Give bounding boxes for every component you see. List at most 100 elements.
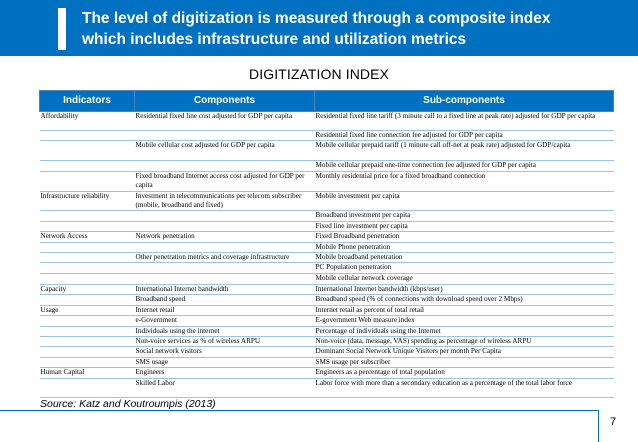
header-components: Components (134, 90, 315, 112)
indicator-cell (39, 140, 135, 162)
component-cell: Residential fixed line cost adjusted for… (134, 111, 315, 131)
component-cell: Individuals using the internet (134, 326, 315, 337)
table-row: Fixed line investment per capita (39, 221, 614, 233)
component-cell: Social network visitors (134, 346, 315, 358)
table-row: Mobile cellular network coverage (39, 273, 614, 285)
sub-component-cell: Mobile cellular network coverage (314, 273, 614, 285)
indicator-cell (39, 252, 135, 264)
sub-component-cell: International Internet bandwidth (kbps/u… (314, 284, 614, 296)
indicator-cell: Affordability (39, 111, 135, 131)
sub-component-cell: Non-voice (data, message, VAS) spending … (314, 336, 614, 348)
indicator-cell (39, 242, 135, 254)
indicator-cell (39, 357, 135, 369)
title-accent-bar (58, 8, 66, 50)
component-cell: SMS usage (134, 357, 315, 369)
table-row: Network Access Network penetration Fixed B… (39, 231, 614, 243)
table-row: e-Government E-government Web measure ind… (39, 315, 614, 327)
bottom-rule-vertical (598, 410, 599, 442)
indicator-cell (39, 336, 135, 348)
indicator-cell (39, 294, 135, 306)
component-cell: Mobile cellular cost adjusted for GDP pe… (134, 140, 315, 162)
sub-component-cell: Fixed line investment per capita (314, 221, 614, 233)
bottom-rule (0, 410, 598, 411)
page-number: 7 (610, 416, 617, 428)
sub-component-cell: SMS usage per subscriber (314, 357, 614, 369)
sub-component-cell: Mobile Phone penetration (314, 242, 614, 254)
sub-component-cell: Fixed Broadband penetration (314, 231, 614, 243)
sub-component-cell: PC Population penetration (314, 262, 614, 275)
component-cell (134, 130, 315, 142)
component-cell (134, 221, 315, 233)
index-heading: DIGITIZATION INDEX (249, 66, 389, 82)
title-bar: The level of digitization is measured th… (0, 0, 638, 56)
table-row: PC Population penetration (39, 262, 614, 275)
indicator-cell (39, 315, 135, 327)
table-row: Mobile cellular prepaid one-time connect… (39, 160, 614, 172)
sub-component-cell: Dominant Social Network Unique Visitors … (314, 346, 614, 358)
table-row: Capacity International Internet bandwidth… (39, 284, 614, 296)
indicator-cell (39, 262, 135, 275)
component-cell: Other penetration metrics and coverage i… (134, 252, 315, 264)
sub-component-cell: Mobile cellular prepaid one-time connect… (314, 160, 614, 172)
sub-component-cell: Monthly residential price for a fixed br… (314, 171, 614, 192)
indicator-cell: Network Access (39, 231, 135, 243)
sub-component-cell: Engineers as a percentage of total popul… (314, 367, 614, 379)
sub-component-cell: Residential fixed line connection fee ad… (314, 130, 614, 142)
component-cell: Engineers (134, 367, 315, 379)
component-cell: e-Government (134, 315, 315, 327)
table-row: SMS usage SMS usage per subscriber (39, 357, 614, 369)
component-cell: Network penetration (134, 231, 315, 243)
indicator-cell (39, 378, 135, 398)
table-row: Skilled Labor Labor force with more than … (39, 378, 614, 398)
table-body: Affordability Residential fixed line cost… (39, 111, 614, 398)
indicator-cell (39, 221, 135, 233)
component-cell: Non-voice services as % of wireless ARPU (134, 336, 315, 348)
component-cell (134, 160, 315, 172)
component-cell: Broadband speed (134, 294, 315, 306)
sub-component-cell: Residential fixed line tariff (3 minute … (314, 111, 614, 131)
indicator-cell: Infrastructure reliability (39, 191, 135, 212)
slide-title: The level of digitization is measured th… (82, 8, 622, 50)
component-cell: International Internet bandwidth (134, 284, 315, 296)
indicator-cell: Capacity (39, 284, 135, 296)
table-row: Residential fixed line connection fee ad… (39, 130, 614, 142)
indicator-cell (39, 130, 135, 142)
component-cell: Skilled Labor (134, 378, 315, 398)
table-row: Affordability Residential fixed line cost… (39, 111, 614, 131)
sub-component-cell: E-government Web measure index (314, 315, 614, 327)
sub-component-cell: Internet retail as percent of total reta… (314, 305, 614, 317)
component-cell: Investment in telecommunications per tel… (134, 191, 315, 212)
table-header-row: Indicators Components Sub-components (39, 90, 614, 112)
sub-component-cell: Percentage of individuals using the Inte… (314, 326, 614, 337)
indicator-cell (39, 326, 135, 337)
slide-title-line-1: The level of digitization is measured th… (82, 10, 551, 27)
sub-component-cell: Labor force with more than a secondary e… (314, 378, 614, 398)
table-row: Human Capital Engineers Engineers as a per… (39, 367, 614, 379)
indicator-cell (39, 171, 135, 192)
header-indicators: Indicators (39, 90, 135, 112)
indicator-cell: Human Capital (39, 367, 135, 379)
sub-component-cell: Broadband investment per capita (314, 210, 614, 222)
indicator-cell (39, 160, 135, 172)
sub-component-cell: Mobile investment per capita (314, 191, 614, 212)
table-row: Individuals using the internet Percentage… (39, 326, 614, 337)
header-sub-components: Sub-components (314, 90, 614, 112)
component-cell (134, 273, 315, 285)
table-row: Mobile Phone penetration (39, 242, 614, 254)
table-row: Usage Internet retail Internet retail as p… (39, 305, 614, 317)
table-row: Other penetration metrics and coverage i… (39, 252, 614, 264)
indicator-cell (39, 346, 135, 358)
sub-component-cell: Mobile cellular prepaid tariff (1 minute… (314, 140, 614, 162)
component-cell (134, 262, 315, 275)
component-cell (134, 242, 315, 254)
indicator-cell: Usage (39, 305, 135, 317)
indicator-cell (39, 210, 135, 222)
table-row: Infrastructure reliability Investment in … (39, 191, 614, 212)
table-row: Broadband speed Broadband speed (% of con… (39, 294, 614, 306)
component-cell: Fixed broadband Internet access cost adj… (134, 171, 315, 192)
table-row: Social network visitors Dominant Social N… (39, 346, 614, 358)
source-citation: Source: Katz and Koutroumpis (2013) (40, 398, 216, 410)
slide-title-line-2: which includes infrastructure and utiliz… (82, 31, 467, 48)
digitization-index-table: Indicators Components Sub-components Aff… (39, 90, 614, 398)
table-row: Broadband investment per capita (39, 210, 614, 222)
